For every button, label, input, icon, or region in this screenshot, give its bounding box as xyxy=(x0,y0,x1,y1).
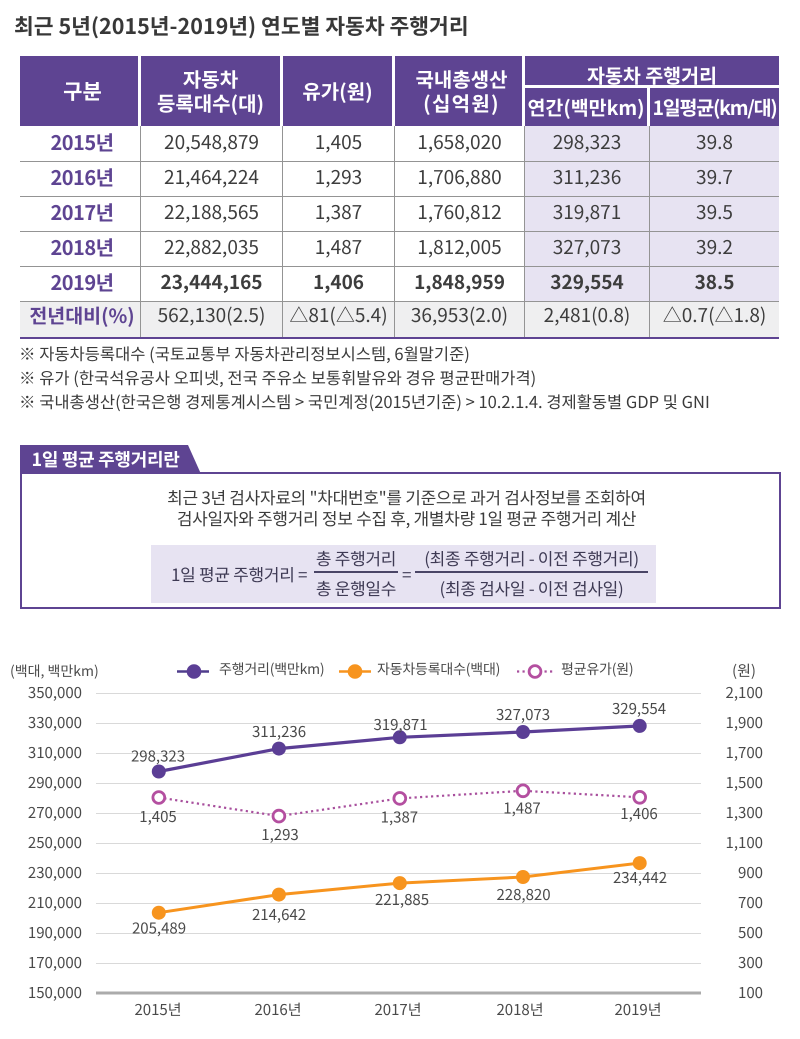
svg-text:300: 300 xyxy=(738,952,763,973)
svg-text:230,000: 230,000 xyxy=(28,862,82,883)
svg-text:234,442: 234,442 xyxy=(613,867,667,888)
svg-text:190,000: 190,000 xyxy=(28,922,82,943)
svg-text:(백대, 백만km): (백대, 백만km) xyxy=(10,661,99,681)
svg-text:100: 100 xyxy=(738,982,763,1003)
svg-text:1,487: 1,487 xyxy=(503,798,540,819)
svg-text:319,871: 319,871 xyxy=(373,714,427,735)
svg-text:1,500: 1,500 xyxy=(726,772,763,793)
svg-text:900: 900 xyxy=(738,862,763,883)
svg-text:270,000: 270,000 xyxy=(28,802,82,823)
svg-text:1,700: 1,700 xyxy=(726,742,763,763)
svg-text:210,000: 210,000 xyxy=(28,892,82,913)
svg-text:290,000: 290,000 xyxy=(28,772,82,793)
svg-text:2017년: 2017년 xyxy=(374,999,421,1020)
svg-text:310,000: 310,000 xyxy=(28,742,82,763)
svg-text:311,236: 311,236 xyxy=(252,721,306,742)
svg-text:자동차등록대수(백대): 자동차등록대수(백대) xyxy=(377,659,500,679)
svg-text:1,387: 1,387 xyxy=(381,807,418,828)
svg-text:228,820: 228,820 xyxy=(496,884,550,905)
svg-text:700: 700 xyxy=(738,892,763,913)
svg-text:205,489: 205,489 xyxy=(132,918,186,939)
svg-text:221,885: 221,885 xyxy=(375,889,429,910)
svg-text:평균유가(원): 평균유가(원) xyxy=(561,659,633,679)
svg-text:150,000: 150,000 xyxy=(28,982,82,1003)
svg-text:주행거리(백만km): 주행거리(백만km) xyxy=(219,659,324,679)
svg-text:350,000: 350,000 xyxy=(28,682,82,703)
svg-text:214,642: 214,642 xyxy=(252,904,306,925)
svg-text:2019년: 2019년 xyxy=(614,999,661,1020)
svg-text:327,073: 327,073 xyxy=(496,704,550,725)
svg-text:1,900: 1,900 xyxy=(726,712,763,733)
svg-text:2,100: 2,100 xyxy=(726,682,763,703)
svg-text:2018년: 2018년 xyxy=(496,999,543,1020)
svg-text:1,406: 1,406 xyxy=(620,803,657,824)
svg-text:2015년: 2015년 xyxy=(134,999,181,1020)
svg-text:250,000: 250,000 xyxy=(28,832,82,853)
svg-text:298,323: 298,323 xyxy=(131,746,185,767)
svg-text:2016년: 2016년 xyxy=(254,999,301,1020)
svg-text:1,405: 1,405 xyxy=(139,806,176,827)
svg-text:329,554: 329,554 xyxy=(612,698,666,719)
svg-text:1,100: 1,100 xyxy=(726,832,763,853)
svg-text:1,300: 1,300 xyxy=(726,802,763,823)
svg-text:500: 500 xyxy=(738,922,763,943)
svg-text:330,000: 330,000 xyxy=(28,712,82,733)
svg-text:1,293: 1,293 xyxy=(261,824,298,845)
svg-text:170,000: 170,000 xyxy=(28,952,82,973)
svg-text:(원): (원) xyxy=(732,660,756,681)
